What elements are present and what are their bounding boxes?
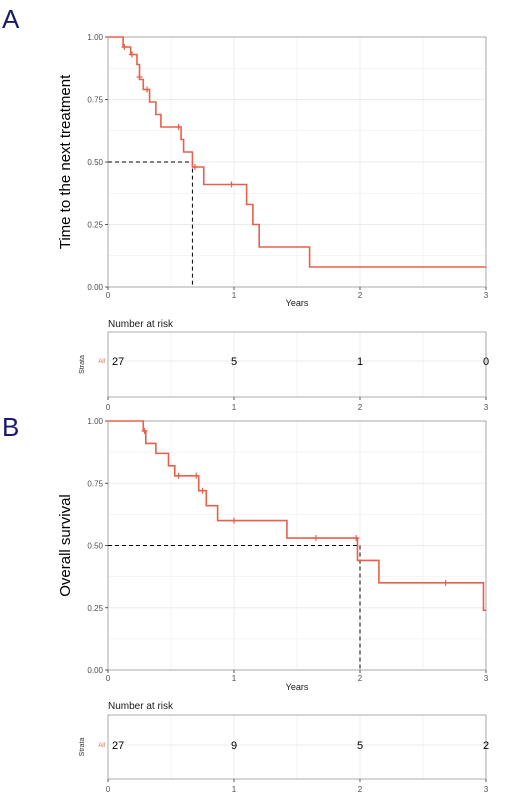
y-tick-label: 0.50 (87, 542, 103, 551)
y-tick-label: 1.00 (87, 33, 103, 42)
y-tick-label: 0.50 (87, 158, 103, 167)
risk-x-tick-label: 2 (358, 785, 363, 794)
censor-mark (175, 124, 182, 130)
censor-mark (193, 472, 200, 479)
x-tick-label: 1 (232, 291, 237, 300)
censor-mark (228, 181, 235, 188)
panel-b: B 0.00 0.25 0.50 0.75 1.00 0 1 2 3 Years Overall su… (2, 412, 489, 794)
x-tick-label: 3 (484, 291, 489, 300)
risk-count: 27 (112, 356, 124, 368)
panel-letter: B (2, 412, 19, 442)
risk-x-tick-label: 1 (232, 785, 237, 794)
x-tick-label: 2 (358, 291, 363, 300)
risk-count: 1 (357, 356, 363, 368)
risk-strata-label: All (98, 743, 105, 749)
risk-x-tick-label: 1 (232, 403, 237, 412)
censor-mark (136, 74, 143, 80)
risk-count: 0 (483, 356, 489, 368)
y-tick-label: 0.75 (87, 96, 103, 105)
censor-mark (231, 517, 237, 524)
censor-mark (144, 86, 151, 93)
censor-mark (353, 535, 360, 542)
risk-strata-axis-title: Strata (79, 355, 86, 374)
risk-count: 9 (231, 740, 237, 752)
x-tick-label: 3 (484, 674, 489, 683)
risk-x-tick-label: 0 (106, 403, 111, 412)
censor-mark (128, 51, 135, 58)
y-tick-label: 0.00 (87, 283, 103, 292)
x-tick-label: 0 (106, 674, 111, 683)
risk-x-tick-label: 0 (106, 785, 111, 794)
risk-table: Number at risk All Strata 27 9 5 2 0 1 2 3 (79, 701, 489, 794)
risk-x-tick-label: 3 (484, 403, 489, 412)
y-tick-label: 0.25 (87, 221, 103, 230)
censor-mark (442, 579, 449, 586)
risk-strata-label: All (98, 359, 105, 365)
censor-mark (141, 427, 148, 434)
x-axis-title: Years (286, 298, 309, 308)
y-axis-title: Time to the next treatment (57, 74, 74, 249)
censor-mark (121, 44, 128, 50)
median-line (108, 545, 361, 670)
x-tick-label: 1 (232, 674, 237, 683)
y-axis-title: Overall survival (57, 494, 74, 597)
risk-x-tick-label: 3 (484, 785, 489, 794)
x-tick-label: 2 (358, 674, 363, 683)
panel-letter: A (2, 4, 20, 34)
risk-table: Number at risk All Strata 27 5 1 0 0 1 2 3 (79, 319, 489, 412)
y-tick-label: 1.00 (87, 417, 103, 426)
y-tick-label: 0.25 (87, 604, 103, 613)
y-tick-label: 0.75 (87, 479, 103, 488)
risk-table-title: Number at risk (108, 701, 174, 712)
risk-x-tick-label: 2 (358, 403, 363, 412)
risk-border (107, 714, 487, 780)
risk-table-title: Number at risk (108, 319, 174, 330)
risk-strata-axis-title: Strata (79, 738, 86, 757)
risk-count: 5 (357, 740, 363, 752)
risk-count: 27 (112, 740, 124, 752)
censor-mark (175, 472, 182, 479)
risk-count: 5 (231, 356, 237, 368)
risk-border (107, 331, 487, 398)
panel-a: A 0.00 0.25 0.50 0.75 1.00 0 1 2 3 Years Time to th… (2, 4, 489, 412)
risk-count: 2 (483, 740, 489, 752)
censor-mark (312, 535, 319, 542)
y-tick-label: 0.00 (87, 666, 103, 675)
censor-mark (191, 164, 198, 170)
x-tick-label: 0 (106, 291, 111, 300)
survival-curve (108, 36, 486, 268)
censor-mark (199, 487, 206, 494)
x-axis-title: Years (286, 682, 309, 692)
